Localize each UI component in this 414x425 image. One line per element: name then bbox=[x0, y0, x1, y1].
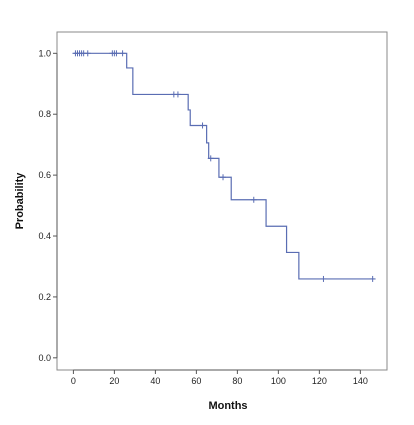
x-tick-label: 100 bbox=[271, 376, 286, 386]
x-tick-label: 120 bbox=[312, 376, 327, 386]
x-axis-title: Months bbox=[208, 400, 247, 412]
y-tick-label: 0.2 bbox=[38, 292, 51, 302]
x-tick-label: 60 bbox=[191, 376, 201, 386]
y-tick-label: 0.6 bbox=[38, 170, 51, 180]
x-tick-label: 40 bbox=[150, 376, 160, 386]
y-tick-label: 0.0 bbox=[38, 353, 51, 363]
x-tick-label: 140 bbox=[353, 376, 368, 386]
plot-area-frame bbox=[56, 31, 388, 371]
x-tick-label: 0 bbox=[71, 376, 76, 386]
y-tick-label: 0.8 bbox=[38, 109, 51, 119]
survival-step-line bbox=[73, 52, 375, 280]
y-tick-label: 0.4 bbox=[38, 231, 51, 241]
y-axis-title: Probability bbox=[14, 172, 26, 230]
y-tick-label: 1.0 bbox=[38, 48, 51, 58]
x-tick-label: 20 bbox=[109, 376, 119, 386]
x-tick-label: 80 bbox=[232, 376, 242, 386]
